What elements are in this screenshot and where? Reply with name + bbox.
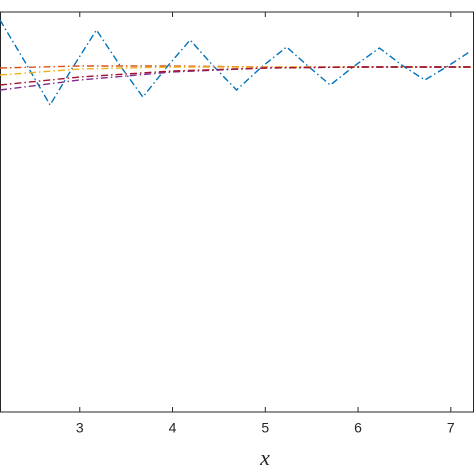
x-tick-label: 7 bbox=[447, 420, 455, 436]
plot-frame bbox=[0, 11, 474, 413]
x-axis-label: x bbox=[259, 445, 270, 470]
x-tick-label: 5 bbox=[261, 420, 269, 436]
x-tick-label: 3 bbox=[76, 420, 84, 436]
x-tick-label: 4 bbox=[169, 420, 177, 436]
x-tick-label: 6 bbox=[354, 420, 362, 436]
series-line bbox=[0, 19, 470, 107]
series-line bbox=[0, 66, 474, 86]
